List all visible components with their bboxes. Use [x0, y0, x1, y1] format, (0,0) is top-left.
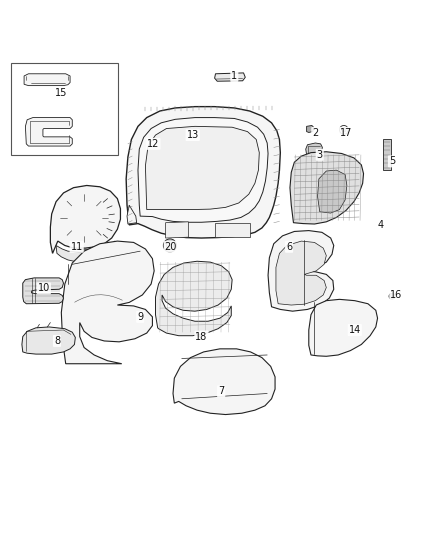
Circle shape [60, 194, 108, 243]
Polygon shape [290, 152, 364, 224]
Text: 1: 1 [231, 71, 237, 81]
Text: 17: 17 [340, 128, 352, 138]
Polygon shape [56, 241, 117, 262]
Polygon shape [276, 241, 326, 305]
Circle shape [329, 311, 363, 344]
Circle shape [53, 187, 116, 250]
Text: 2: 2 [312, 128, 318, 138]
Text: 3: 3 [317, 150, 323, 160]
Polygon shape [22, 327, 75, 354]
Circle shape [36, 334, 49, 348]
Text: 10: 10 [38, 284, 50, 293]
Text: 5: 5 [389, 156, 395, 166]
Circle shape [67, 201, 101, 235]
Circle shape [163, 239, 177, 252]
Polygon shape [127, 205, 137, 224]
Text: 9: 9 [137, 312, 143, 322]
Polygon shape [215, 73, 245, 81]
Ellipse shape [188, 361, 258, 401]
Polygon shape [25, 118, 72, 146]
Polygon shape [306, 143, 322, 156]
Circle shape [166, 242, 173, 249]
Polygon shape [155, 261, 232, 336]
Text: 4: 4 [378, 220, 384, 230]
Circle shape [197, 329, 205, 337]
Polygon shape [215, 223, 250, 237]
Text: 15: 15 [55, 88, 67, 99]
Polygon shape [166, 222, 188, 238]
Polygon shape [309, 300, 378, 356]
Polygon shape [24, 74, 70, 86]
Text: 16: 16 [390, 290, 403, 300]
Polygon shape [138, 118, 268, 222]
Polygon shape [23, 278, 64, 304]
Polygon shape [145, 126, 259, 209]
Bar [11, 63, 118, 155]
Text: 18: 18 [195, 332, 208, 342]
Polygon shape [307, 125, 314, 133]
Text: 12: 12 [147, 139, 159, 149]
Text: 7: 7 [218, 386, 224, 397]
Circle shape [389, 293, 395, 300]
Polygon shape [173, 349, 275, 415]
Text: 13: 13 [187, 130, 199, 140]
Polygon shape [268, 231, 334, 311]
Polygon shape [318, 170, 347, 213]
Text: 8: 8 [54, 336, 60, 346]
Text: 14: 14 [349, 325, 361, 335]
Text: 6: 6 [286, 242, 292, 252]
Bar [383, 139, 391, 170]
Polygon shape [61, 241, 154, 364]
Circle shape [342, 128, 346, 132]
Circle shape [336, 318, 356, 337]
Text: 20: 20 [165, 242, 177, 252]
Text: 11: 11 [71, 242, 83, 252]
Polygon shape [50, 185, 120, 253]
Polygon shape [126, 107, 280, 238]
